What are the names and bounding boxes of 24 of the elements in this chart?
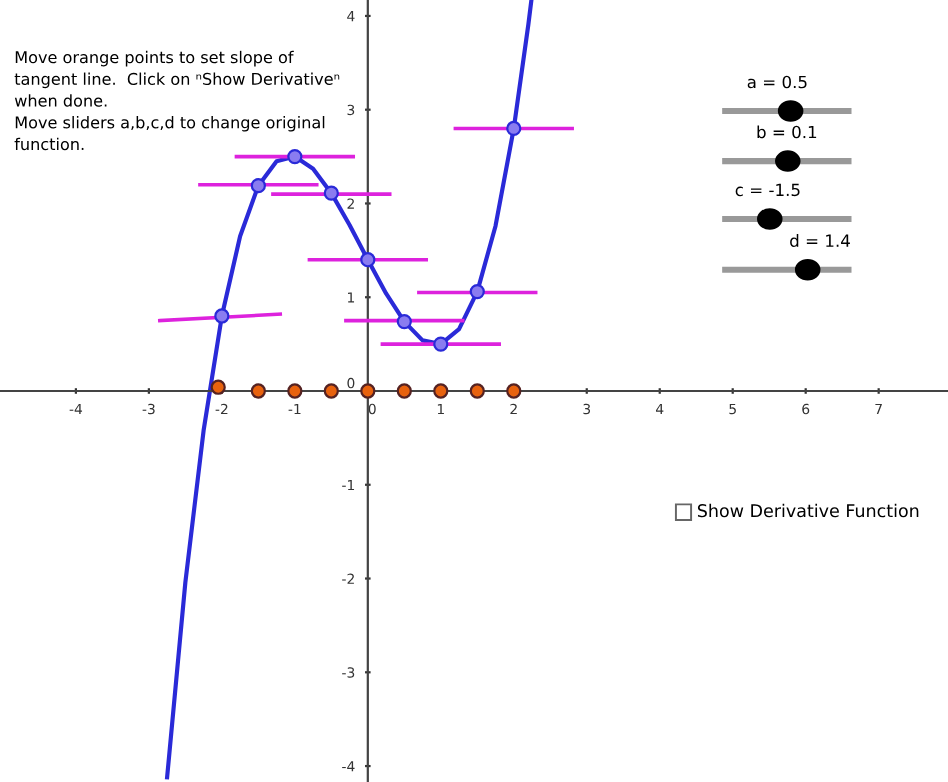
point	[323, 185, 339, 201]
annotation: Show Derivative Function	[697, 503, 919, 518]
point	[469, 383, 485, 399]
annotation: Move orange points to set slope of tangent line. Click on ⁿShow Derivativeⁿ when done. Move sliders a,b,c,d to change original function.	[14, 50, 340, 151]
point	[506, 120, 522, 137]
point	[287, 383, 303, 399]
annotation: a = 0.5	[747, 75, 807, 89]
point	[433, 383, 449, 399]
point	[250, 178, 266, 194]
point	[469, 283, 485, 300]
point	[506, 383, 522, 399]
point	[396, 383, 412, 399]
annotation: c = -1.5	[735, 183, 800, 197]
annotation: b = 0.1	[757, 125, 817, 139]
point	[323, 383, 339, 399]
point	[433, 336, 449, 352]
point	[250, 383, 266, 399]
annotation: d = 1.4	[790, 234, 850, 248]
point	[396, 313, 412, 330]
point	[210, 379, 226, 395]
point	[214, 308, 230, 324]
point	[360, 252, 376, 268]
point	[360, 383, 376, 399]
point	[287, 148, 303, 165]
